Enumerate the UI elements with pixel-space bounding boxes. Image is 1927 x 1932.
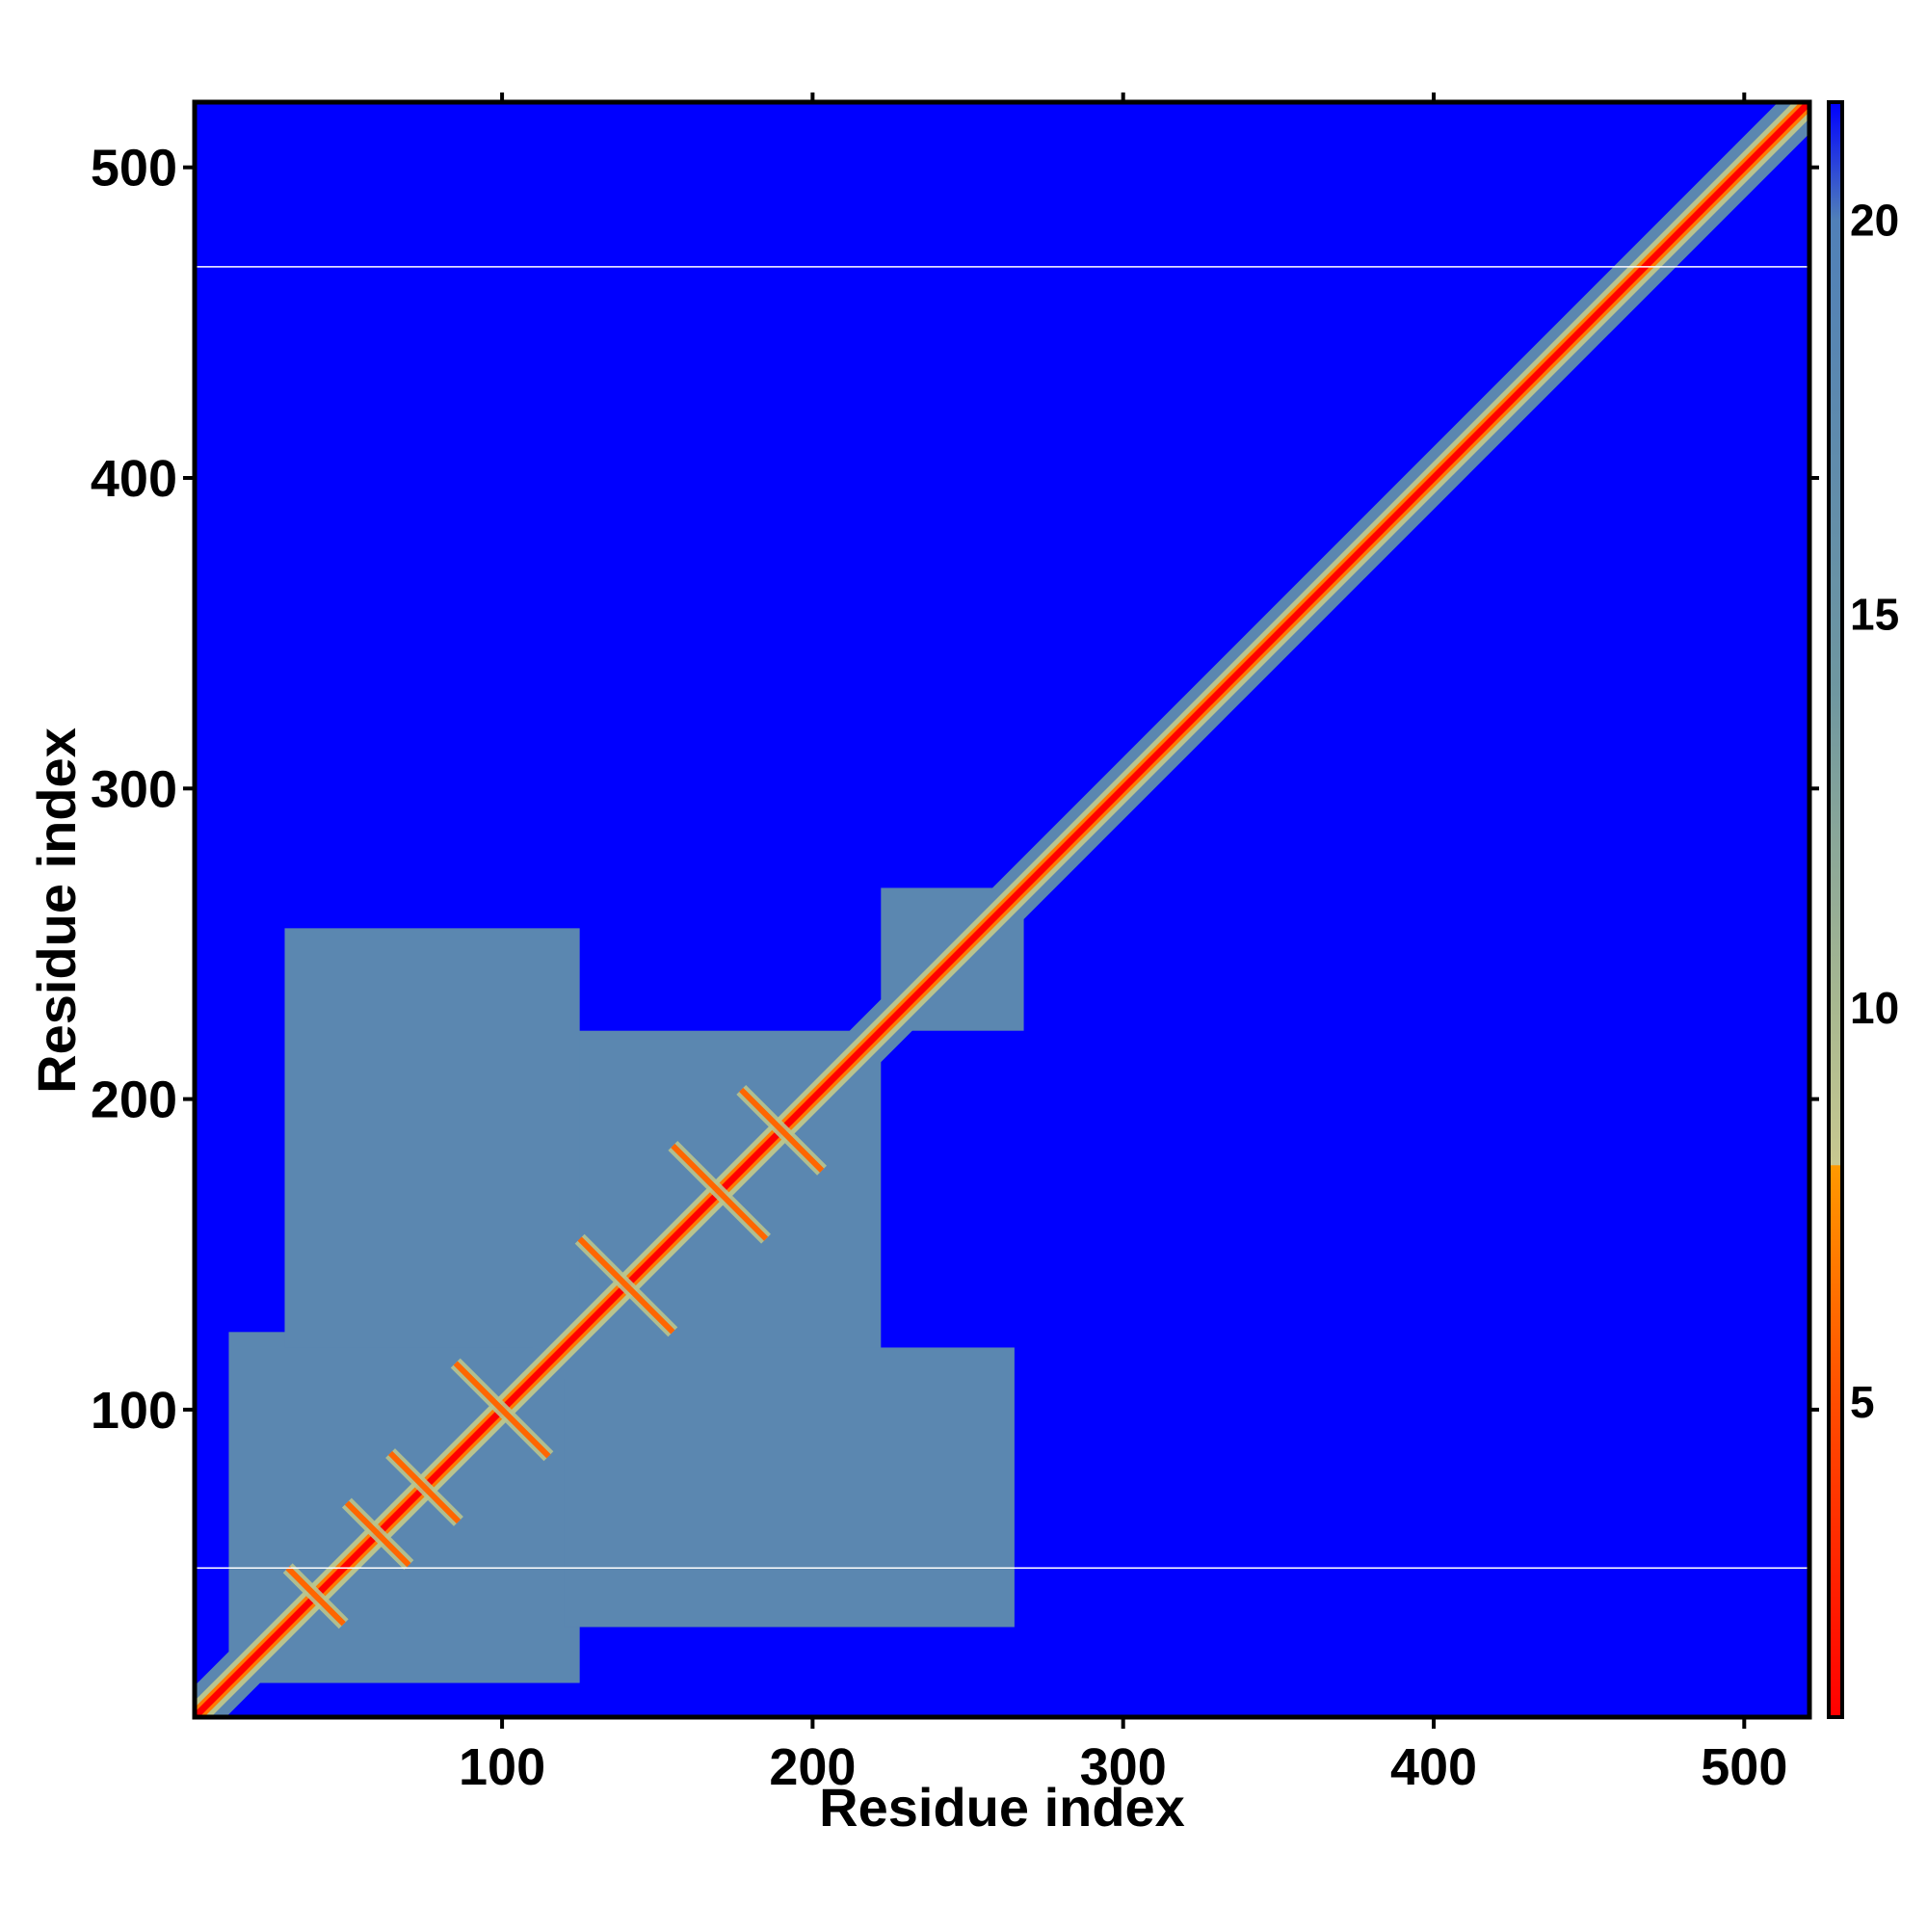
anti-diagonal-contact-2 (387, 1450, 462, 1524)
anti-diagonal-contact-1 (344, 1500, 411, 1568)
y-tick-label-200: 200 (91, 1072, 177, 1129)
colorbar-tick-label-5: 5 (1850, 1377, 1875, 1427)
colorbar-tick-label-15: 15 (1850, 589, 1899, 639)
x-tick-label-300: 300 (1080, 1738, 1167, 1796)
y-tick-label-400: 400 (91, 450, 177, 508)
x-axis-label: Residue index (819, 1777, 1185, 1838)
colorbar-frame (1827, 100, 1844, 1719)
y-tick-label-500: 500 (91, 140, 177, 198)
anti-diagonal-contact-6 (739, 1087, 825, 1173)
y-tick-label-100: 100 (91, 1382, 177, 1440)
x-tick-label-400: 400 (1390, 1738, 1477, 1796)
anti-diagonal-contact-4 (577, 1236, 675, 1335)
plot-frame (192, 99, 1812, 1720)
x-tick-label-500: 500 (1701, 1738, 1787, 1796)
y-axis-label: Residue index (26, 728, 87, 1094)
anti-diagonal-contact-5 (671, 1143, 769, 1241)
diagonal-line (195, 102, 1809, 1717)
colorbar: 5 10 15 20 (1827, 100, 1899, 1719)
heatmap-cells (195, 102, 1809, 1717)
y-tick-label-300: 300 (91, 760, 177, 818)
colorbar-tick-label-10: 10 (1850, 983, 1899, 1033)
x-tick-label-200: 200 (769, 1738, 856, 1796)
axes: 100 200 300 400 500 100 200 300 400 500 (91, 93, 1819, 1796)
contact-block-inter-domain (564, 1347, 1015, 1628)
colorbar-gradient (1829, 102, 1842, 1717)
anti-diagonal-contact-3 (453, 1361, 551, 1459)
contact-block-inter-domain-upper (284, 928, 580, 1348)
colorbar-tick-label-20: 20 (1850, 196, 1899, 246)
plot-area (195, 102, 1809, 1717)
anti-diagonal-contact-0 (285, 1566, 346, 1627)
x-tick-label-100: 100 (459, 1738, 545, 1796)
